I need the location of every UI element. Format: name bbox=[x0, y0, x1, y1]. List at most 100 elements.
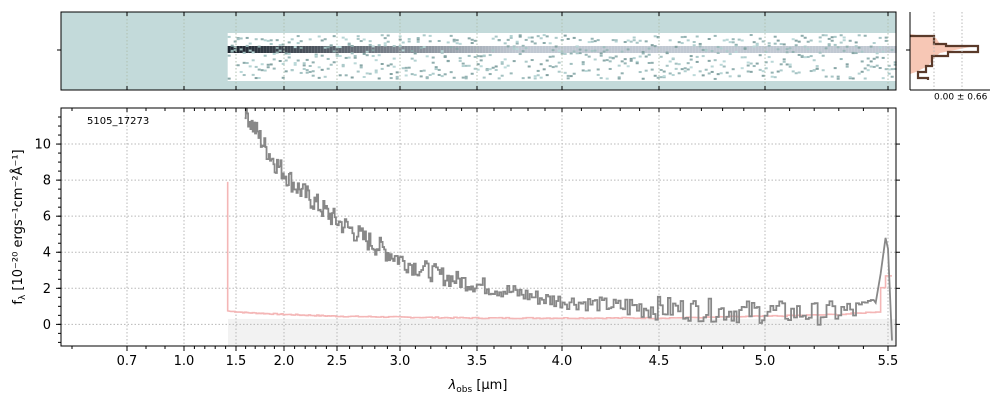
trace-pixel bbox=[668, 46, 672, 53]
noise-pixel bbox=[338, 74, 342, 77]
trace-pixel bbox=[596, 46, 600, 53]
noise-pixel bbox=[545, 59, 549, 62]
noise-pixel bbox=[407, 66, 411, 69]
noise-pixel bbox=[428, 74, 432, 77]
y-axis-label: fλ [10⁻²⁰ ergs⁻¹cm⁻²Å⁻¹] bbox=[10, 149, 28, 304]
noise-pixel bbox=[659, 55, 663, 58]
noise-pixel bbox=[443, 73, 447, 76]
noise-pixel bbox=[848, 77, 852, 80]
noise-pixel bbox=[314, 54, 318, 57]
trace-pixel bbox=[797, 46, 801, 53]
noise-pixel bbox=[491, 37, 495, 40]
noise-pixel bbox=[779, 63, 783, 66]
trace-pixel bbox=[497, 46, 501, 53]
trace-pixel bbox=[674, 46, 678, 53]
noise-pixel bbox=[536, 35, 540, 38]
noise-pixel bbox=[593, 40, 597, 43]
noise-pixel bbox=[389, 63, 393, 66]
noise-pixel bbox=[626, 48, 630, 51]
noise-pixel bbox=[662, 76, 666, 79]
noise-pixel bbox=[743, 47, 747, 50]
trace-pixel bbox=[470, 46, 474, 53]
noise-pixel bbox=[626, 65, 630, 68]
noise-pixel bbox=[587, 55, 591, 58]
noise-pixel bbox=[317, 76, 321, 79]
noise-pixel bbox=[347, 43, 351, 46]
noise-pixel bbox=[371, 45, 375, 48]
noise-pixel bbox=[746, 64, 750, 67]
noise-pixel bbox=[464, 75, 468, 78]
noise-pixel bbox=[419, 75, 423, 78]
noise-pixel bbox=[551, 55, 555, 58]
x-axis-label-subscript: obs bbox=[456, 385, 472, 395]
trace-pixel bbox=[278, 46, 282, 53]
noise-pixel bbox=[521, 50, 525, 53]
noise-pixel bbox=[530, 36, 534, 39]
noise-pixel bbox=[863, 77, 867, 80]
noise-pixel bbox=[860, 70, 864, 73]
noise-pixel bbox=[539, 76, 543, 79]
trace-pixel bbox=[635, 46, 639, 53]
noise-pixel bbox=[320, 68, 324, 71]
noise-pixel bbox=[374, 71, 378, 74]
noise-pixel bbox=[275, 51, 279, 54]
noise-pixel bbox=[392, 65, 396, 68]
trace-pixel bbox=[878, 46, 882, 53]
noise-pixel bbox=[383, 37, 387, 40]
noise-pixel bbox=[365, 50, 369, 53]
noise-pixel bbox=[455, 39, 459, 42]
trace-pixel bbox=[659, 46, 663, 53]
noise-pixel bbox=[776, 48, 780, 51]
profile-fill bbox=[910, 34, 970, 74]
trace-pixel bbox=[398, 46, 402, 53]
x-tick-label: 3.0 bbox=[390, 354, 411, 369]
trace-pixel bbox=[644, 46, 648, 53]
noise-pixel bbox=[854, 45, 858, 48]
noise-pixel bbox=[566, 77, 570, 80]
trace-pixel bbox=[716, 46, 720, 53]
trace-pixel bbox=[767, 46, 771, 53]
noise-pixel bbox=[413, 73, 417, 76]
trace-pixel bbox=[755, 46, 759, 53]
spectrum-2d-frame bbox=[60, 11, 897, 91]
noise-pixel bbox=[479, 59, 483, 62]
trace-pixel bbox=[638, 46, 642, 53]
trace-pixel bbox=[857, 46, 861, 53]
noise-pixel bbox=[389, 72, 393, 75]
trace-pixel bbox=[236, 46, 240, 53]
noise-pixel bbox=[584, 53, 588, 56]
noise-pixel bbox=[707, 37, 711, 40]
noise-pixel bbox=[863, 67, 867, 70]
noise-pixel bbox=[836, 75, 840, 78]
trace-pixel bbox=[314, 46, 318, 53]
noise-pixel bbox=[758, 54, 762, 57]
noise-pixel bbox=[488, 68, 492, 71]
noise-pixel bbox=[284, 52, 288, 55]
noise-pixel bbox=[599, 77, 603, 80]
noise-pixel bbox=[818, 40, 822, 43]
noise-pixel bbox=[428, 34, 432, 37]
noise-pixel bbox=[554, 36, 558, 39]
noise-pixel bbox=[548, 42, 552, 45]
noise-pixel bbox=[854, 52, 858, 55]
trace-pixel bbox=[509, 46, 513, 53]
noise-pixel bbox=[827, 44, 831, 47]
noise-pixel bbox=[395, 75, 399, 78]
noise-pixel bbox=[278, 49, 282, 52]
trace-pixel bbox=[875, 46, 879, 53]
noise-pixel bbox=[860, 50, 864, 53]
noise-pixel bbox=[782, 58, 786, 61]
noise-pixel bbox=[386, 40, 390, 43]
noise-pixel bbox=[716, 45, 720, 48]
noise-pixel bbox=[491, 49, 495, 52]
trace-pixel bbox=[260, 46, 264, 53]
noise-pixel bbox=[683, 70, 687, 73]
object-label: 5105_17273 bbox=[87, 116, 149, 127]
noise-pixel bbox=[518, 35, 522, 38]
trace-pixel bbox=[803, 46, 807, 53]
trace-pixel bbox=[863, 46, 867, 53]
noise-pixel bbox=[821, 54, 825, 57]
main-ticks: 0.7 1.0 1.5 2.0 2.5 3.0 3.5 4.0 4.5 5.0 5.5 0 2 4 6 8 10 bbox=[34, 108, 900, 369]
noise-pixel bbox=[596, 39, 600, 42]
noise-pixel bbox=[857, 46, 861, 49]
